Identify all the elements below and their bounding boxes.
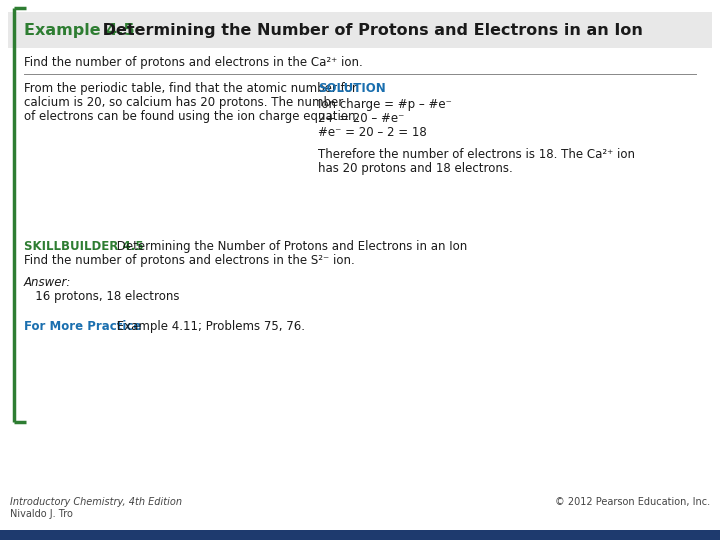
Text: Introductory Chemistry, 4th Edition: Introductory Chemistry, 4th Edition xyxy=(10,497,182,507)
Text: Determining the Number of Protons and Electrons in an Ion: Determining the Number of Protons and El… xyxy=(97,24,643,38)
Text: From the periodic table, find that the atomic number for: From the periodic table, find that the a… xyxy=(24,82,357,95)
Text: Find the number of protons and electrons in the Ca²⁺ ion.: Find the number of protons and electrons… xyxy=(24,56,363,69)
Text: 16 protons, 18 electrons: 16 protons, 18 electrons xyxy=(24,290,179,303)
Bar xyxy=(8,12,712,48)
Text: Example 4.11; Problems 75, 76.: Example 4.11; Problems 75, 76. xyxy=(113,320,305,333)
Text: 2+ = 20 – #e⁻: 2+ = 20 – #e⁻ xyxy=(318,112,405,125)
Text: has 20 protons and 18 electrons.: has 20 protons and 18 electrons. xyxy=(318,162,513,175)
Text: Therefore the number of electrons is 18. The Ca²⁺ ion: Therefore the number of electrons is 18.… xyxy=(318,148,635,161)
Text: of electrons can be found using the ion charge equation.: of electrons can be found using the ion … xyxy=(24,110,359,123)
Text: Ion charge = #p – #e⁻: Ion charge = #p – #e⁻ xyxy=(318,98,452,111)
Text: © 2012 Pearson Education, Inc.: © 2012 Pearson Education, Inc. xyxy=(555,497,710,507)
Bar xyxy=(0,530,720,540)
Text: Answer:: Answer: xyxy=(24,276,71,289)
Text: Determining the Number of Protons and Electrons in an Ion: Determining the Number of Protons and El… xyxy=(113,240,467,253)
Text: For More Practice: For More Practice xyxy=(24,320,141,333)
Text: Find the number of protons and electrons in the S²⁻ ion.: Find the number of protons and electrons… xyxy=(24,254,355,267)
Text: Nivaldo J. Tro: Nivaldo J. Tro xyxy=(10,509,73,519)
Text: #e⁻ = 20 – 2 = 18: #e⁻ = 20 – 2 = 18 xyxy=(318,126,427,139)
Text: SOLUTION: SOLUTION xyxy=(318,82,386,95)
Text: SKILLBUILDER 4.5: SKILLBUILDER 4.5 xyxy=(24,240,143,253)
Text: calcium is 20, so calcium has 20 protons. The number: calcium is 20, so calcium has 20 protons… xyxy=(24,96,343,109)
Text: Example 4.5: Example 4.5 xyxy=(24,24,135,38)
